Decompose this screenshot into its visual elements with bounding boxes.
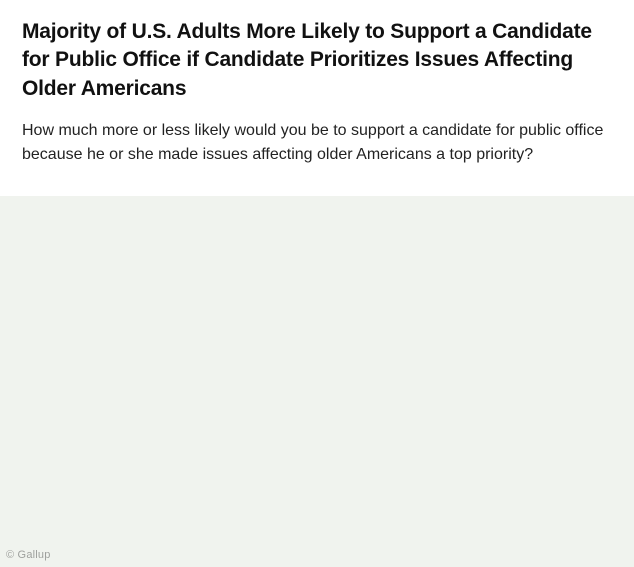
chart-subtitle: How much more or less likely would you b… (22, 119, 612, 167)
chart-title: Majority of U.S. Adults More Likely to S… (22, 18, 612, 103)
table-tint-background (0, 196, 634, 567)
watermark: © Gallup (6, 549, 51, 561)
